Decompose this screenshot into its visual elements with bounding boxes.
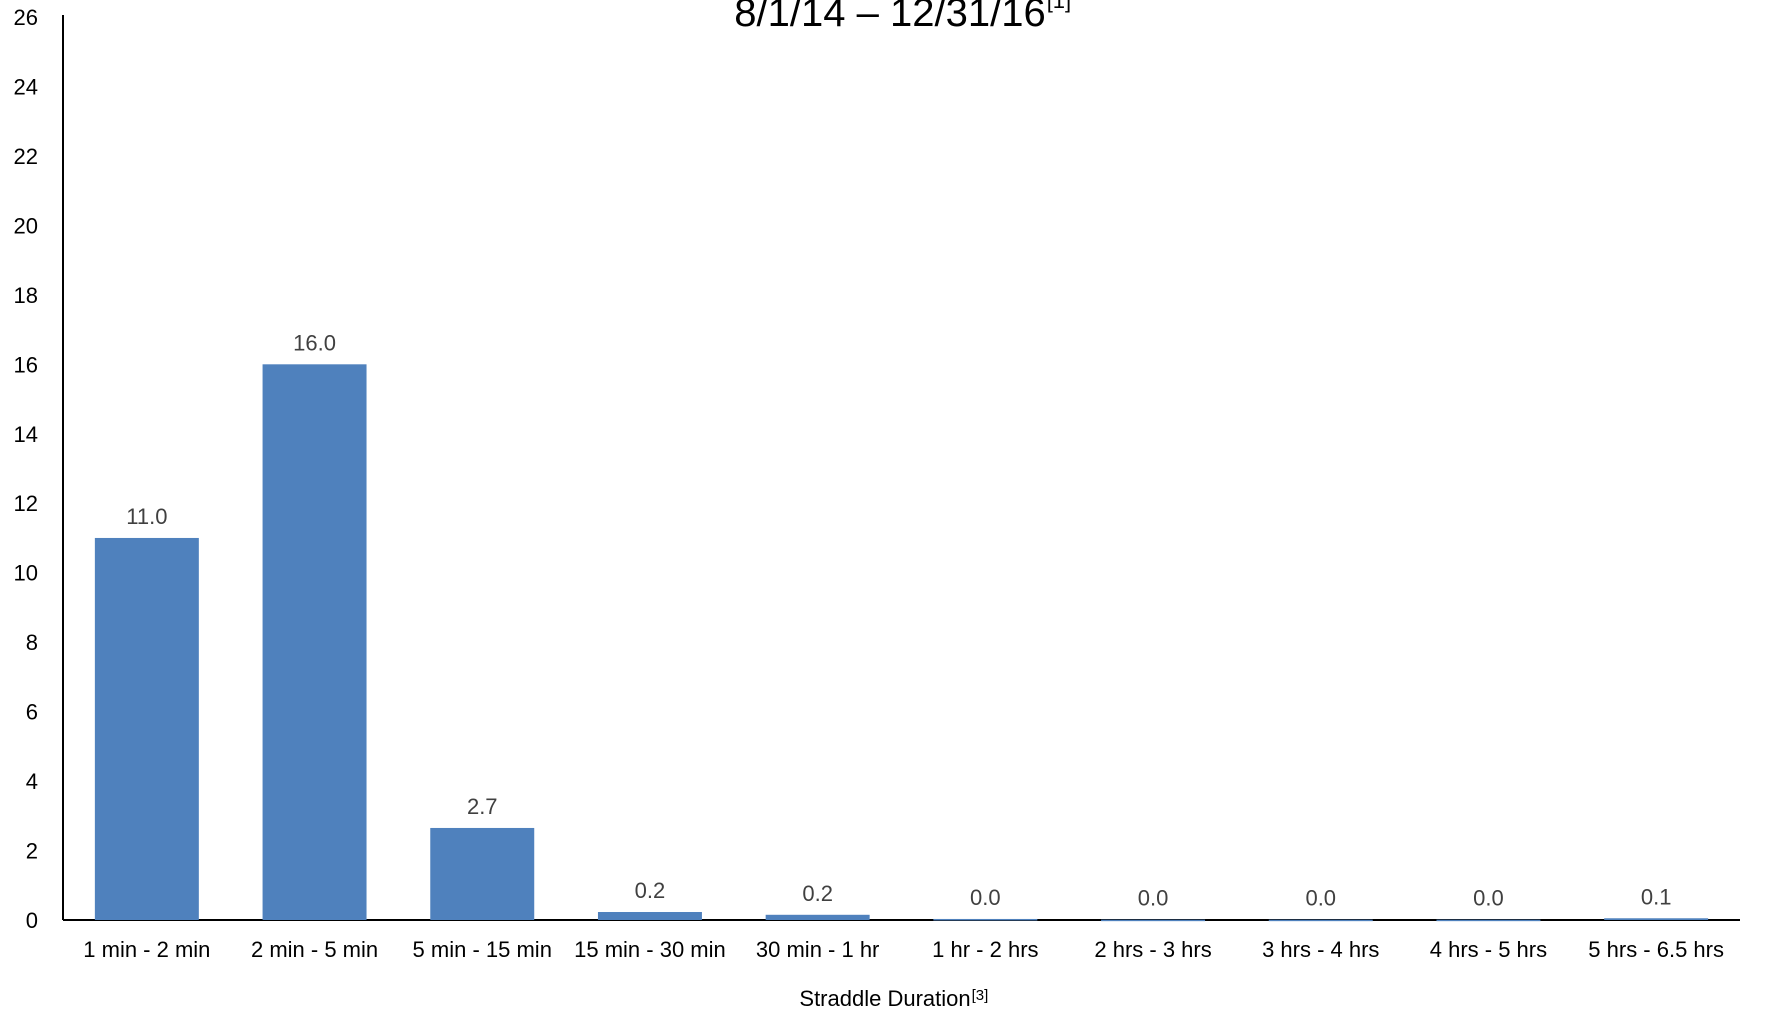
x-tick-label: 30 min - 1 hr (756, 937, 880, 962)
y-tick-label: 8 (26, 630, 38, 655)
x-axis-title-footnote: [3] (972, 987, 989, 1004)
y-tick-label: 14 (14, 422, 38, 447)
bar (430, 827, 535, 920)
bar (94, 537, 199, 920)
y-tick-label: 2 (26, 839, 38, 864)
y-tick-label: 0 (26, 908, 38, 933)
chart-title-footnote: [1] (1047, 0, 1071, 13)
x-tick-label: 5 min - 15 min (413, 937, 552, 962)
data-label: 0.0 (1473, 886, 1504, 911)
x-tick-label: 15 min - 30 min (574, 937, 726, 962)
bar (765, 914, 870, 920)
x-tick-label: 1 min - 2 min (83, 937, 210, 962)
x-tick-label: 2 min - 5 min (251, 937, 378, 962)
y-tick-label: 12 (14, 491, 38, 516)
bar (1101, 919, 1206, 922)
data-label: 2.7 (467, 794, 498, 819)
data-label: 0.2 (635, 878, 666, 903)
data-labels: 11.0 16.0 2.7 0.2 0.2 0.0 0.0 0.0 0.0 0.1 (126, 330, 1671, 910)
chart-title: 8/1/14 – 12/31/16 (734, 0, 1045, 35)
x-axis-title: Straddle Duration (799, 986, 970, 1011)
y-tick-label: 10 (14, 561, 38, 586)
bar (262, 364, 367, 920)
x-tick-label: 3 hrs - 4 hrs (1262, 937, 1379, 962)
bar (1604, 918, 1709, 920)
bar (1436, 919, 1541, 922)
y-tick-label: 18 (14, 283, 38, 308)
bar (597, 912, 702, 920)
x-tick-label: 4 hrs - 5 hrs (1430, 937, 1547, 962)
data-label: 0.1 (1641, 884, 1672, 909)
y-tick-label: 22 (14, 144, 38, 169)
bar (933, 918, 1038, 921)
x-axis-ticks: 1 min - 2 min 2 min - 5 min 5 min - 15 min… (83, 937, 1724, 962)
y-tick-label: 24 (14, 74, 38, 99)
bar (1268, 919, 1373, 922)
x-axis-title-group: Straddle Duration [3] (799, 986, 988, 1011)
y-tick-label: 26 (14, 5, 38, 30)
y-tick-label: 4 (26, 769, 38, 794)
y-tick-label: 16 (14, 352, 38, 377)
data-label: 0.0 (1138, 886, 1169, 911)
data-label: 11.0 (126, 504, 167, 529)
data-label: 16.0 (293, 330, 336, 355)
data-label: 0.0 (1305, 886, 1336, 911)
data-label: 0.0 (970, 885, 1001, 910)
y-tick-label: 6 (26, 700, 38, 725)
chart-title-group: 8/1/14 – 12/31/16 [1] (734, 0, 1071, 35)
bar-series (94, 364, 1709, 922)
data-label: 0.2 (802, 881, 833, 906)
y-tick-label: 20 (14, 213, 38, 238)
x-tick-label: 2 hrs - 3 hrs (1094, 937, 1211, 962)
x-tick-label: 5 hrs - 6.5 hrs (1588, 937, 1724, 962)
x-tick-label: 1 hr - 2 hrs (932, 937, 1038, 962)
